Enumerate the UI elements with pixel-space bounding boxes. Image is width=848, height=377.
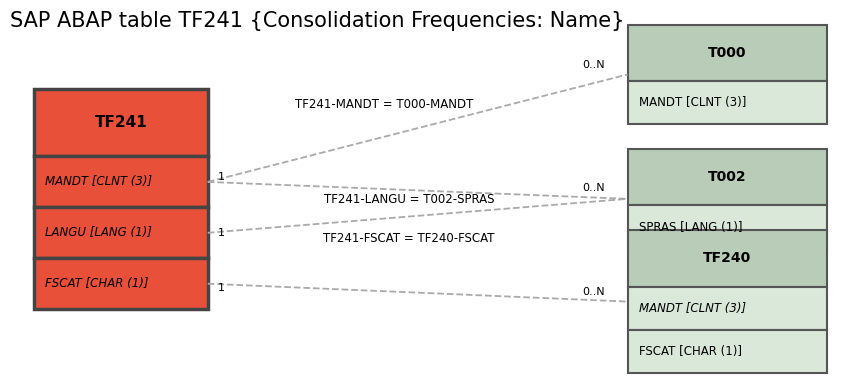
FancyBboxPatch shape [628, 287, 827, 330]
FancyBboxPatch shape [34, 258, 208, 309]
FancyBboxPatch shape [628, 330, 827, 373]
Text: SAP ABAP table TF241 {Consolidation Frequencies: Name}: SAP ABAP table TF241 {Consolidation Freq… [10, 11, 624, 31]
Text: 0..N: 0..N [583, 287, 605, 297]
Text: SPRAS [LANG (1)]: SPRAS [LANG (1)] [639, 221, 742, 234]
FancyBboxPatch shape [628, 149, 827, 205]
FancyBboxPatch shape [628, 205, 827, 249]
Text: TF241: TF241 [94, 115, 148, 130]
Text: FSCAT [CHAR (1)]: FSCAT [CHAR (1)] [45, 277, 148, 290]
Text: T000: T000 [708, 46, 746, 60]
Text: 1: 1 [218, 228, 225, 238]
Text: TF241-MANDT = T000-MANDT: TF241-MANDT = T000-MANDT [294, 98, 473, 111]
Text: TF241-LANGU = T002-SPRAS: TF241-LANGU = T002-SPRAS [324, 193, 494, 207]
Text: MANDT [CLNT (3)]: MANDT [CLNT (3)] [639, 302, 745, 315]
FancyBboxPatch shape [34, 207, 208, 258]
Text: TF241-FSCAT = TF240-FSCAT: TF241-FSCAT = TF240-FSCAT [323, 232, 495, 245]
Text: T002: T002 [708, 170, 746, 184]
Text: 1: 1 [218, 172, 225, 182]
Text: 0..N: 0..N [583, 182, 605, 193]
FancyBboxPatch shape [628, 230, 827, 287]
FancyBboxPatch shape [34, 156, 208, 207]
Text: MANDT [CLNT (3)]: MANDT [CLNT (3)] [639, 96, 746, 109]
Text: 1: 1 [218, 283, 225, 293]
FancyBboxPatch shape [34, 89, 208, 156]
Text: FSCAT [CHAR (1)]: FSCAT [CHAR (1)] [639, 345, 741, 358]
Text: LANGU [LANG (1)]: LANGU [LANG (1)] [45, 226, 152, 239]
FancyBboxPatch shape [628, 81, 827, 124]
Text: 0..N: 0..N [583, 60, 605, 70]
Text: TF240: TF240 [703, 251, 751, 265]
Text: MANDT [CLNT (3)]: MANDT [CLNT (3)] [45, 175, 152, 188]
FancyBboxPatch shape [628, 25, 827, 81]
